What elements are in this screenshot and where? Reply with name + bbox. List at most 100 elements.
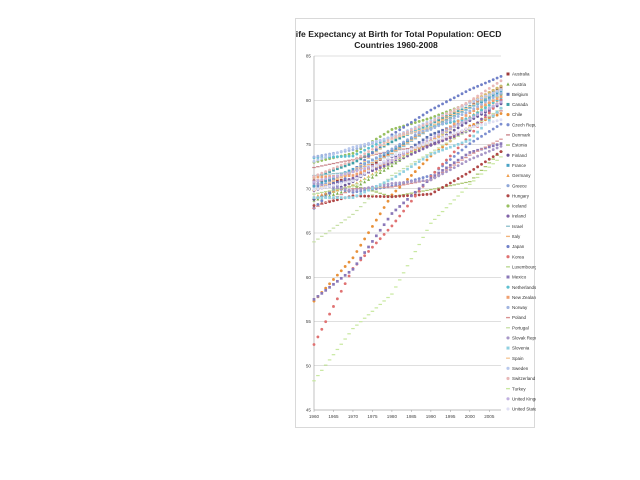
- data-point: [359, 189, 363, 193]
- data-point: [468, 142, 472, 146]
- legend-marker: [506, 123, 510, 127]
- data-point: [499, 100, 503, 104]
- data-point: [324, 286, 328, 290]
- data-point: [347, 196, 351, 199]
- data-point: [456, 113, 460, 115]
- data-point: [487, 103, 491, 107]
- data-point: [483, 109, 487, 112]
- data-point: [456, 158, 460, 162]
- data-point: [355, 167, 359, 169]
- data-point: [343, 181, 347, 184]
- data-point: [460, 174, 464, 178]
- data-point: [433, 188, 437, 190]
- data-point: [370, 154, 375, 156]
- data-point: [448, 133, 452, 137]
- data-point: [495, 81, 499, 85]
- data-point: [394, 172, 398, 174]
- data-point: [359, 194, 363, 198]
- data-point: [445, 112, 448, 116]
- data-point: [378, 143, 382, 147]
- data-point: [487, 101, 491, 105]
- data-point: [472, 150, 476, 153]
- data-point: [362, 160, 367, 163]
- legend-label: Greece: [512, 183, 527, 188]
- data-point: [358, 157, 363, 159]
- data-point: [401, 134, 406, 137]
- data-point: [394, 208, 398, 212]
- data-point: [456, 177, 460, 180]
- data-point: [476, 94, 480, 98]
- data-point: [433, 118, 437, 122]
- data-point: [472, 97, 476, 101]
- data-point: [452, 164, 457, 166]
- data-point: [429, 176, 433, 180]
- data-point: [464, 107, 468, 111]
- data-point: [413, 127, 417, 131]
- data-point: [371, 245, 374, 249]
- data-point: [468, 158, 472, 161]
- data-point: [468, 170, 472, 174]
- data-point: [445, 129, 448, 132]
- data-point: [336, 196, 339, 199]
- data-point: [406, 177, 409, 181]
- data-point: [483, 132, 487, 136]
- legend-marker: [506, 376, 510, 381]
- data-point: [358, 321, 363, 323]
- data-point: [363, 251, 366, 254]
- data-point: [331, 180, 336, 182]
- data-point: [491, 112, 495, 115]
- data-point: [449, 125, 452, 129]
- data-point: [394, 130, 398, 134]
- data-point: [355, 176, 359, 180]
- data-point: [460, 109, 464, 112]
- legend-label: Belgium: [512, 92, 529, 97]
- data-point: [378, 138, 382, 142]
- data-point: [460, 162, 464, 166]
- series-united-states: [312, 118, 503, 192]
- data-point: [363, 162, 367, 166]
- data-point: [402, 132, 406, 135]
- data-point: [409, 139, 414, 141]
- data-point: [433, 218, 437, 220]
- data-point: [351, 267, 355, 271]
- data-point: [437, 171, 441, 175]
- series-turkey: [312, 156, 503, 382]
- data-point: [464, 107, 468, 110]
- data-point: [316, 374, 320, 377]
- data-point: [394, 161, 398, 163]
- data-point: [460, 191, 464, 193]
- data-point: [468, 128, 472, 131]
- data-point: [448, 98, 452, 102]
- data-point: [460, 108, 464, 112]
- data-point: [316, 193, 320, 197]
- data-point: [328, 196, 331, 199]
- data-point: [410, 194, 413, 198]
- data-point: [320, 165, 324, 167]
- data-point: [483, 81, 487, 85]
- data-point: [374, 234, 378, 238]
- data-point: [499, 118, 503, 122]
- data-point: [448, 154, 452, 158]
- data-point: [390, 174, 394, 177]
- data-point: [456, 126, 460, 130]
- data-point: [351, 179, 355, 183]
- data-point: [347, 159, 351, 161]
- data-point: [355, 183, 359, 185]
- data-point: [328, 170, 331, 173]
- data-point: [405, 147, 410, 150]
- data-point: [429, 189, 433, 191]
- data-point: [327, 359, 332, 361]
- data-point: [441, 136, 444, 140]
- data-point: [351, 170, 355, 174]
- data-point: [378, 183, 382, 186]
- data-point: [417, 144, 421, 148]
- data-point: [433, 176, 437, 180]
- data-point: [495, 146, 499, 150]
- data-point: [471, 177, 476, 179]
- data-point: [316, 295, 320, 298]
- data-point: [324, 170, 328, 173]
- data-point: [417, 179, 421, 183]
- data-point: [367, 150, 370, 153]
- legend-label: Korea: [512, 254, 525, 259]
- data-point: [363, 158, 367, 162]
